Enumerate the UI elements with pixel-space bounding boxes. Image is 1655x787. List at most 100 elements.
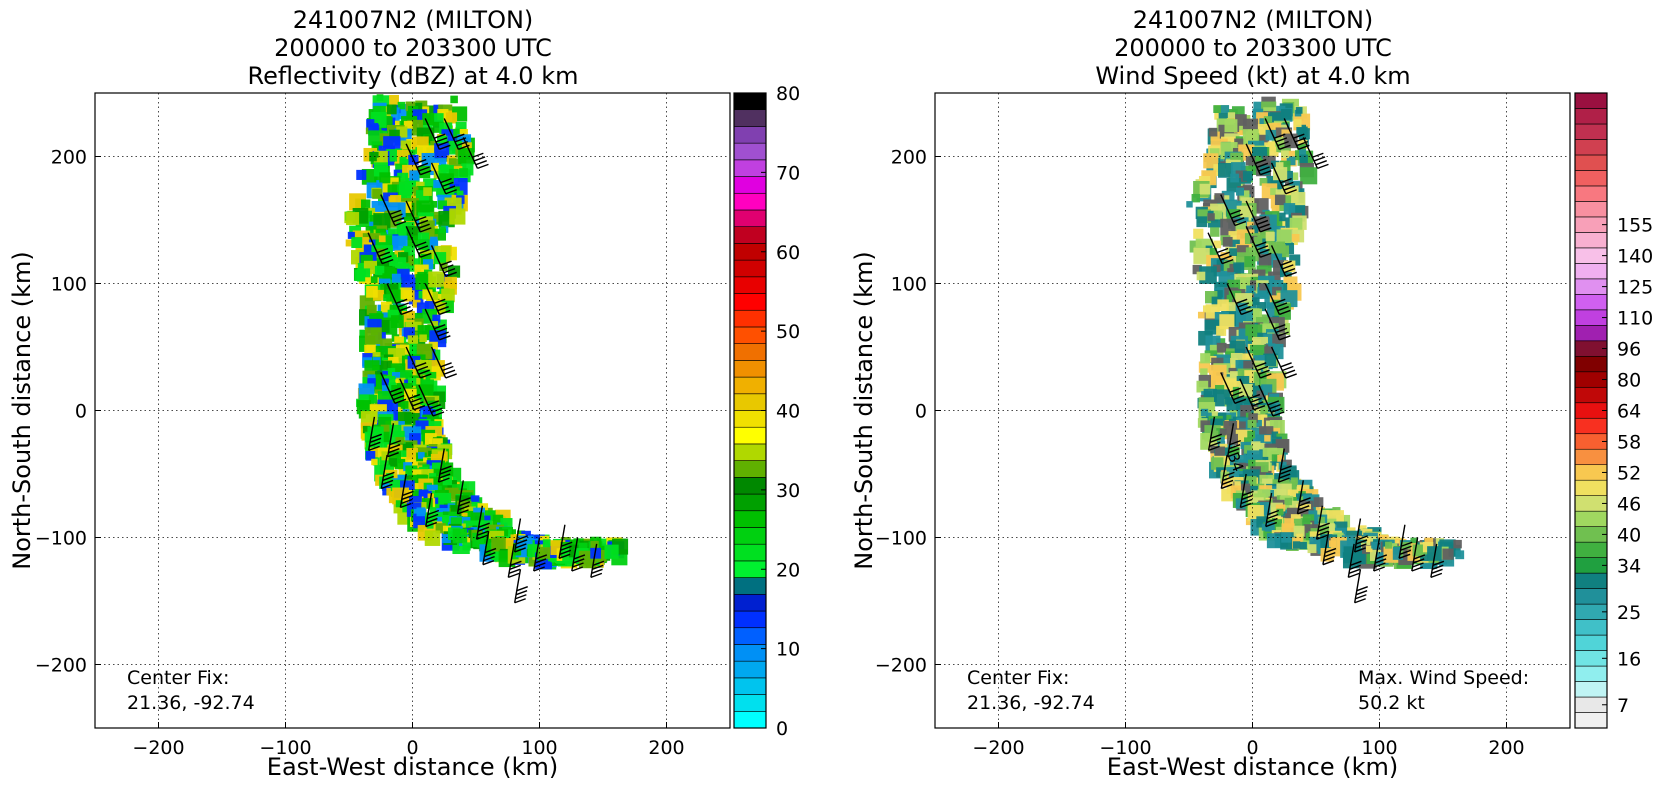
x-tick-label-3: 0 [1246, 737, 1258, 759]
colorbar-bin-22 [733, 360, 767, 378]
wind-barb-13 [1264, 308, 1280, 341]
wind-barbs [367, 118, 605, 604]
colorbar-bin-18 [733, 426, 767, 445]
colorbar-tick-label-6: 50 [776, 321, 800, 343]
colorbar-bin-38 [733, 92, 767, 111]
wind-barb-20 [1226, 423, 1235, 457]
x-axis-label: East-West distance (km) [267, 753, 558, 781]
wind-barb-20 [386, 423, 395, 457]
colorbar-tick-label-10: 80 [1617, 370, 1641, 392]
wind-barb-32 [571, 537, 579, 572]
colorbar-bin-1 [1574, 712, 1608, 729]
colorbar-bin-39 [1574, 123, 1608, 140]
wind-barb-32 [1411, 537, 1419, 572]
wind-barb-34 [1353, 569, 1362, 603]
wind-barb-25 [1265, 492, 1273, 527]
wind-barb-26 [1315, 505, 1324, 540]
y-tick-label-2: −100 [875, 528, 927, 550]
colorbar-bin-22 [1574, 386, 1608, 404]
colorbar-tick-label-3: 25 [1617, 602, 1641, 624]
wind-barb-11 [1226, 283, 1242, 315]
wind-barb-11 [386, 283, 402, 315]
wind-barb-34 [513, 569, 522, 603]
colorbar-bin-27 [733, 276, 767, 294]
wind-barb-4 [1245, 143, 1261, 176]
colorbar-bin-14 [1574, 510, 1608, 527]
wind-barb-3 [1302, 137, 1319, 169]
wind-barb-8 [367, 232, 383, 264]
colorbar-bin-18 [1574, 448, 1608, 466]
y-tick-label-1: −200 [875, 655, 927, 677]
colorbar-bin-2 [733, 694, 767, 712]
colorbar-bin-26 [1574, 325, 1608, 342]
wind-barb-1 [1264, 118, 1280, 150]
colorbar-bin-37 [733, 109, 767, 127]
colorbar-bin-3 [733, 677, 767, 695]
y-tick-label-5: 200 [51, 147, 87, 169]
title-line-2: 200000 to 203300 UTC [1114, 34, 1392, 62]
wind-barb-22 [399, 473, 407, 508]
y-axis-label: North-South distance (km) [8, 251, 36, 570]
wind-barb-16 [1220, 372, 1236, 404]
colorbar-tick-label-7: 52 [1617, 462, 1641, 484]
colorbar-bin-34 [733, 159, 767, 177]
colorbar-bin-23 [733, 343, 767, 361]
colorbar-bin-9 [1574, 588, 1608, 605]
colorbar-tick-label-6: 46 [1617, 493, 1641, 515]
colorbar-tick-label-2: 16 [1617, 648, 1641, 670]
colorbar-bin-1 [733, 710, 767, 729]
colorbar-bin-20 [1574, 417, 1608, 435]
colorbar-tick-label-11: 96 [1617, 339, 1641, 361]
y-axis-label: North-South distance (km) [850, 251, 878, 570]
y-tick-label-4: 100 [891, 274, 927, 296]
x-tick-label-1: −200 [972, 737, 1024, 759]
wind-barb-30 [1373, 537, 1381, 572]
colorbar-bin-3 [1574, 681, 1608, 698]
x-tick-label-1: −200 [132, 737, 184, 759]
colorbar-tick-label-9: 80 [776, 83, 800, 105]
wind-barb-29 [1347, 543, 1355, 578]
colorbar-bin-33 [733, 176, 767, 194]
radar-field [344, 94, 629, 570]
colorbar-bin-6 [1574, 634, 1608, 651]
colorbar-bin-19 [733, 410, 767, 428]
wind-barb-33 [590, 543, 598, 578]
wind-barb-2 [443, 118, 460, 150]
wind-barb-12 [1264, 283, 1280, 315]
wind-barb-13 [424, 308, 440, 341]
wind-barb-10 [430, 245, 447, 277]
wind-barb-19 [1207, 416, 1216, 451]
colorbar-bin-4 [733, 660, 767, 679]
title-line-1: 241007N2 (MILTON) [1133, 6, 1374, 34]
colorbar-bin-36 [733, 126, 767, 144]
wind-barb-16 [380, 372, 396, 404]
y-tick-label-1: −200 [35, 655, 87, 677]
colorbar-tick-label-7: 60 [776, 242, 800, 264]
wind-barb-14 [1245, 346, 1261, 379]
colorbar-bin-37 [1574, 154, 1608, 171]
wind-barb-9 [1245, 226, 1261, 258]
colorbar-bin-10 [1574, 572, 1608, 589]
colorbar-bin-32 [1574, 232, 1608, 249]
wind-barb-24 [1296, 480, 1304, 514]
annotation-1-line-1: Center Fix: [127, 667, 229, 689]
x-tick-label-5: 200 [1488, 737, 1524, 759]
colorbar-bin-11 [733, 543, 767, 562]
wind-barb-28 [1353, 518, 1362, 553]
wind-barb-23 [1277, 448, 1285, 483]
colorbar-tick-label-5: 40 [776, 401, 800, 423]
wind-barb-17 [1239, 378, 1255, 410]
colorbar-bin-4 [1574, 665, 1608, 682]
title-line-1: 241007N2 (MILTON) [293, 6, 534, 34]
wind-barb-8 [1207, 232, 1223, 264]
colorbar: 7 16 25 34 40 46 52 58 64 80 96 110 125 140 155 [1574, 92, 1653, 729]
colorbar-tick-label-15: 155 [1617, 215, 1653, 237]
colorbar-bin-5 [733, 644, 767, 662]
wind-barb-30 [533, 537, 541, 572]
wind-barb-7 [405, 200, 421, 233]
colorbar-bin-15 [733, 477, 767, 495]
wind-barb-18 [1258, 384, 1274, 417]
colorbar-bin-13 [733, 510, 767, 528]
wind-barb-21 [1220, 454, 1228, 489]
colorbar-bin-14 [733, 493, 767, 512]
